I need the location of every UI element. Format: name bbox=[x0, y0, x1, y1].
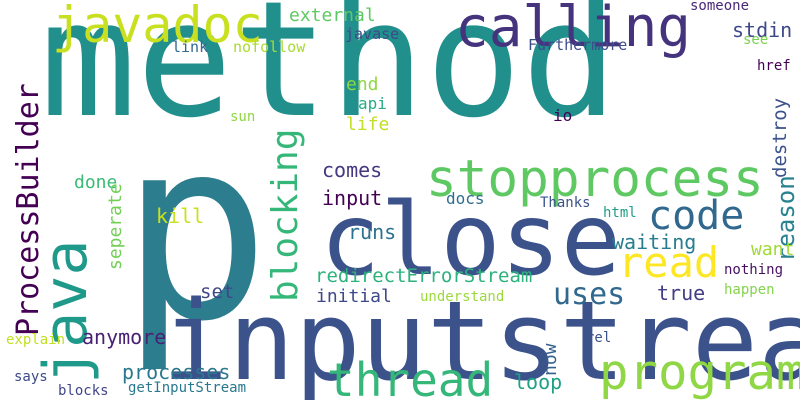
word-io: io bbox=[553, 108, 572, 124]
word-ProcessBuilder: ProcessBuilder bbox=[14, 83, 44, 336]
word-anymore: anymore bbox=[82, 327, 166, 347]
word-api: api bbox=[358, 96, 387, 112]
word-initial: initial bbox=[316, 288, 392, 306]
word-blocks: blocks bbox=[58, 384, 109, 398]
word-link: link bbox=[172, 40, 208, 55]
word-kill: kill bbox=[156, 206, 204, 226]
word-Furthermore: Furthermore bbox=[528, 38, 627, 53]
word-explain: explain bbox=[6, 333, 65, 347]
word-href: href bbox=[757, 59, 791, 73]
word-redirectErrorStream: redirectErrorStream bbox=[315, 267, 532, 286]
word-nofollow: nofollow bbox=[233, 40, 305, 55]
word-waiting: waiting bbox=[612, 232, 696, 252]
word-thread: thread bbox=[327, 357, 493, 400]
word-docs: docs bbox=[446, 191, 485, 207]
word-says: says bbox=[14, 370, 48, 384]
word-true: true bbox=[657, 283, 705, 303]
word-set: set bbox=[200, 283, 234, 302]
word-input: input bbox=[322, 188, 382, 208]
word-want: want bbox=[751, 241, 794, 259]
word-comes: comes bbox=[322, 160, 382, 180]
word-sun: sun bbox=[230, 110, 255, 124]
word-see: see bbox=[743, 33, 768, 47]
word-happen: happen bbox=[724, 283, 775, 297]
word-blocking: blocking bbox=[268, 129, 304, 302]
word-end: end bbox=[346, 76, 379, 94]
word-program: program bbox=[599, 348, 800, 397]
word-external: external bbox=[289, 7, 376, 25]
word-rel: rel bbox=[586, 331, 611, 345]
word-uses: uses bbox=[553, 280, 625, 310]
word-html: html bbox=[603, 206, 637, 220]
word-javase: javase bbox=[345, 27, 399, 42]
word-seperate: seperate bbox=[107, 183, 125, 270]
word-understand: understand bbox=[420, 290, 504, 304]
word-Thanks: Thanks bbox=[540, 196, 591, 210]
word-now: now bbox=[542, 343, 560, 376]
word-getInputStream: getInputStream bbox=[128, 381, 246, 395]
word-javadoc: javadoc bbox=[52, 0, 263, 50]
word-runs: runs bbox=[348, 222, 396, 242]
word-processes: processes bbox=[122, 362, 230, 382]
word-someone: someone bbox=[690, 0, 749, 13]
word-destroy: destroy bbox=[771, 98, 790, 178]
word-nothing: nothing bbox=[724, 263, 783, 277]
word-life: life bbox=[346, 116, 389, 134]
